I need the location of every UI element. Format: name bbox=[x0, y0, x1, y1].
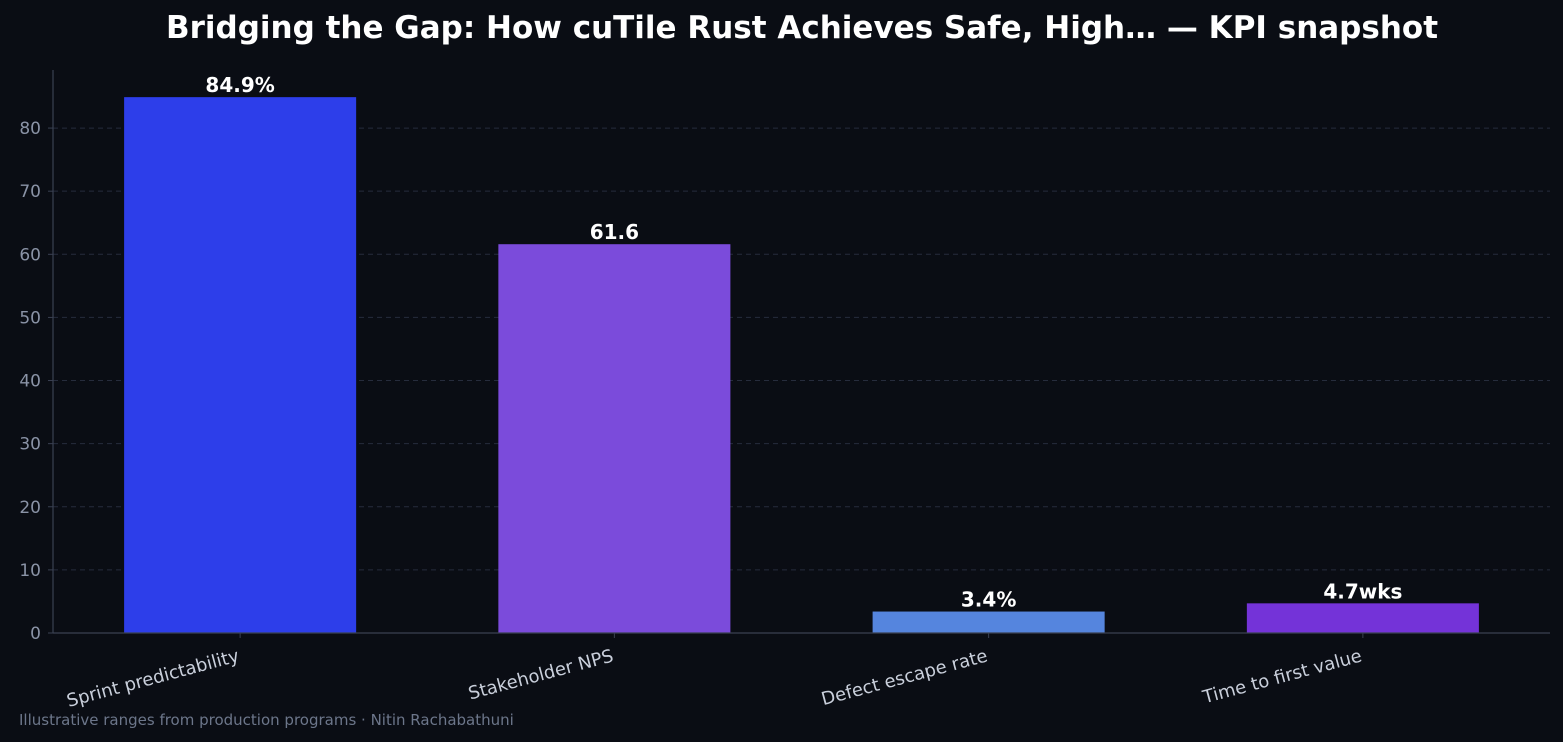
y-tick-label: 40 bbox=[19, 372, 41, 392]
y-tick-label: 60 bbox=[19, 245, 41, 265]
value-label: 84.9% bbox=[205, 73, 274, 97]
y-tick-label: 0 bbox=[30, 624, 41, 644]
value-label: 3.4% bbox=[961, 588, 1016, 612]
footnote: Illustrative ranges from production prog… bbox=[19, 711, 514, 729]
x-tick-label: Stakeholder NPS bbox=[466, 646, 616, 705]
grid-lines bbox=[53, 127, 1550, 571]
x-tick-label: Defect escape rate bbox=[819, 646, 990, 711]
y-tick-label: 50 bbox=[19, 308, 41, 328]
y-tick-label: 20 bbox=[19, 498, 41, 518]
y-tick-label: 10 bbox=[19, 561, 41, 581]
bars bbox=[124, 97, 1479, 634]
axes bbox=[48, 70, 1550, 638]
y-tick-label: 70 bbox=[19, 182, 41, 202]
chart-title: Bridging the Gap: How cuTile Rust Achiev… bbox=[166, 10, 1438, 46]
y-tick-label: 30 bbox=[19, 435, 41, 455]
bar-time-to-first-value bbox=[1246, 603, 1479, 633]
y-tick-label: 80 bbox=[19, 119, 41, 139]
bar-defect-escape-rate bbox=[872, 611, 1105, 633]
x-tick-label: Sprint predictability bbox=[65, 645, 242, 711]
value-label: 4.7wks bbox=[1323, 579, 1402, 603]
bar-sprint-predictability bbox=[124, 97, 357, 633]
x-tick-label: Time to first value bbox=[1200, 646, 1364, 709]
value-label: 61.6 bbox=[590, 220, 639, 244]
bar-stakeholder-nps bbox=[498, 244, 731, 634]
